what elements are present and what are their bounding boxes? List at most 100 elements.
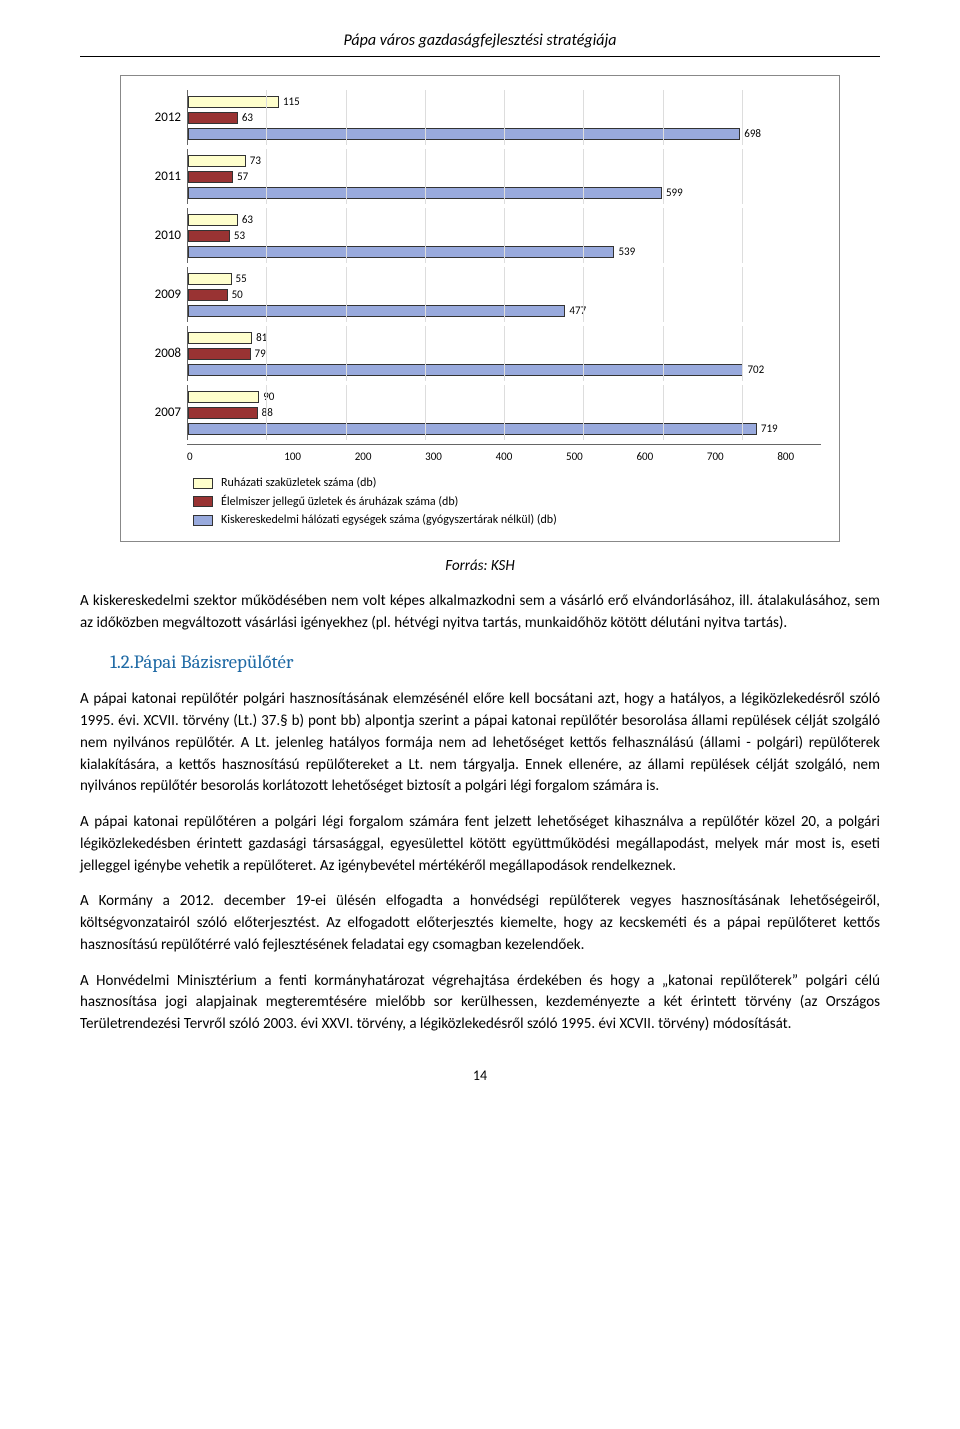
chart-plot: 2012115636982011735759920106353539200955… — [139, 90, 821, 440]
chart-bars-column: 9088 719 — [187, 385, 821, 440]
chart-bar — [188, 128, 740, 140]
page-header-title: Pápa város gazdaságfejlesztési stratégiá… — [80, 30, 880, 52]
chart-bar-value: 50 — [232, 287, 243, 302]
chart-bar-row: 50 — [188, 287, 821, 302]
paragraph-2: A pápai katonai repülőtér polgári haszno… — [80, 689, 880, 798]
chart-bar-row: 115 — [188, 94, 821, 109]
chart-year-group: 201211563 698 — [139, 90, 821, 145]
chart-bar-value: 719 — [761, 421, 778, 436]
chart-x-axis: 0100200300400500600700800 — [187, 444, 821, 464]
chart-bar-value: 81 — [256, 330, 267, 345]
chart-x-tick: 100 — [257, 449, 327, 464]
chart-bar-row: 702 — [188, 362, 821, 377]
chart-bar-row: 63 — [188, 110, 821, 125]
legend-label-el: Élelmiszer jellegű üzletek és áruházak s… — [221, 494, 458, 511]
chart-bar-value: 53 — [234, 228, 245, 243]
chart-bar-value: 57 — [237, 169, 248, 184]
chart-bars-column: 6353 539 — [187, 208, 821, 263]
chart-bar-row: 599 — [188, 185, 821, 200]
chart-bar — [188, 305, 565, 317]
chart-bars-column: 8179702 — [187, 326, 821, 381]
chart-bar-value: 55 — [236, 271, 247, 286]
legend-item-ru: Ruházati szaküzletek száma (db) — [193, 475, 821, 492]
chart-bar-value: 477 — [569, 303, 586, 318]
legend-swatch-el — [193, 496, 213, 507]
chart-bar-row: 79 — [188, 346, 821, 361]
chart-bar-row: 698 — [188, 126, 821, 141]
chart-bar-row: 57 — [188, 169, 821, 184]
chart-bar — [188, 230, 230, 242]
chart-year-group: 20088179702 — [139, 326, 821, 381]
chart-x-tick: 400 — [469, 449, 539, 464]
chart-bar — [188, 332, 252, 344]
legend-item-el: Élelmiszer jellegű üzletek és áruházak s… — [193, 494, 821, 511]
chart-bar-row: 477 — [188, 303, 821, 318]
legend-swatch-ru — [193, 478, 213, 489]
chart-year-label: 2007 — [139, 385, 187, 440]
paragraph-3: A pápai katonai repülőtéren a polgári lé… — [80, 812, 880, 877]
chart-bar — [188, 214, 238, 226]
page-number: 14 — [80, 1066, 880, 1086]
chart-bar — [188, 112, 238, 124]
chart-bars-column: 5550 477 — [187, 267, 821, 322]
chart-year-group: 2011 7357 599 — [139, 149, 821, 204]
chart-x-tick: 500 — [539, 449, 609, 464]
chart-year-group: 2010 6353 539 — [139, 208, 821, 263]
chart-x-tick: 0 — [187, 449, 257, 464]
section-heading: 1.2.Pápai Bázisrepülőtér — [110, 649, 880, 676]
paragraph-1: A kiskereskedelmi szektor működésében ne… — [80, 591, 880, 635]
chart-bar-row: 88 — [188, 405, 821, 420]
legend-swatch-ki — [193, 515, 213, 526]
chart-bar — [188, 364, 743, 376]
chart-year-label: 2011 — [139, 149, 187, 204]
chart-bar — [188, 155, 246, 167]
chart-bar — [188, 187, 662, 199]
chart-bar — [188, 391, 259, 403]
chart-bar — [188, 96, 279, 108]
chart-year-label: 2009 — [139, 267, 187, 322]
chart-x-tick: 300 — [398, 449, 468, 464]
chart-bar — [188, 423, 757, 435]
chart-bar-value: 698 — [744, 126, 761, 141]
chart-bar-value: 63 — [242, 110, 253, 125]
chart-bar-value: 599 — [666, 185, 683, 200]
paragraph-5: A Honvédelmi Minisztérium a fenti kormán… — [80, 971, 880, 1036]
chart-source: Forrás: KSH — [80, 556, 880, 577]
chart-x-tick: 700 — [680, 449, 750, 464]
chart-x-tick: 600 — [610, 449, 680, 464]
chart-year-label: 2008 — [139, 326, 187, 381]
chart-bar — [188, 171, 233, 183]
chart-bar-row: 539 — [188, 244, 821, 259]
paragraph-4: A Kormány a 2012. december 19-ei ülésén … — [80, 891, 880, 956]
legend-label-ru: Ruházati szaküzletek száma (db) — [221, 475, 376, 492]
chart-legend: Ruházati szaküzletek száma (db) Élelmisz… — [193, 475, 821, 529]
chart-bar — [188, 289, 228, 301]
chart-year-group: 2007 9088 719 — [139, 385, 821, 440]
chart-x-tick: 200 — [328, 449, 398, 464]
chart-bar-value: 88 — [262, 405, 273, 420]
chart-bar — [188, 407, 258, 419]
chart-x-tick: 800 — [751, 449, 821, 464]
chart-year-label: 2010 — [139, 208, 187, 263]
chart-bar-value: 90 — [263, 389, 274, 404]
chart-bar-row: 55 — [188, 271, 821, 286]
chart-area: 2012115636982011735759920106353539200955… — [139, 90, 821, 529]
chart-bars-column: 11563 698 — [187, 90, 821, 145]
chart-bar-row: 63 — [188, 212, 821, 227]
chart-year-label: 2012 — [139, 90, 187, 145]
chart-bar-row: 719 — [188, 421, 821, 436]
chart-bar-value: 702 — [747, 362, 764, 377]
chart-bar-value: 73 — [250, 153, 261, 168]
chart-bar-row: 73 — [188, 153, 821, 168]
chart-bar-row: 81 — [188, 330, 821, 345]
chart-bar-value: 63 — [242, 212, 253, 227]
legend-label-ki: Kiskereskedelmi hálózati egységek száma … — [221, 512, 557, 529]
legend-item-ki: Kiskereskedelmi hálózati egységek száma … — [193, 512, 821, 529]
chart-bar — [188, 348, 251, 360]
chart-bar-value: 539 — [618, 244, 635, 259]
chart-year-group: 2009 5550 477 — [139, 267, 821, 322]
chart-bar — [188, 246, 614, 258]
chart-bar — [188, 273, 232, 285]
chart-bars-column: 7357 599 — [187, 149, 821, 204]
chart-bar-row: 90 — [188, 389, 821, 404]
